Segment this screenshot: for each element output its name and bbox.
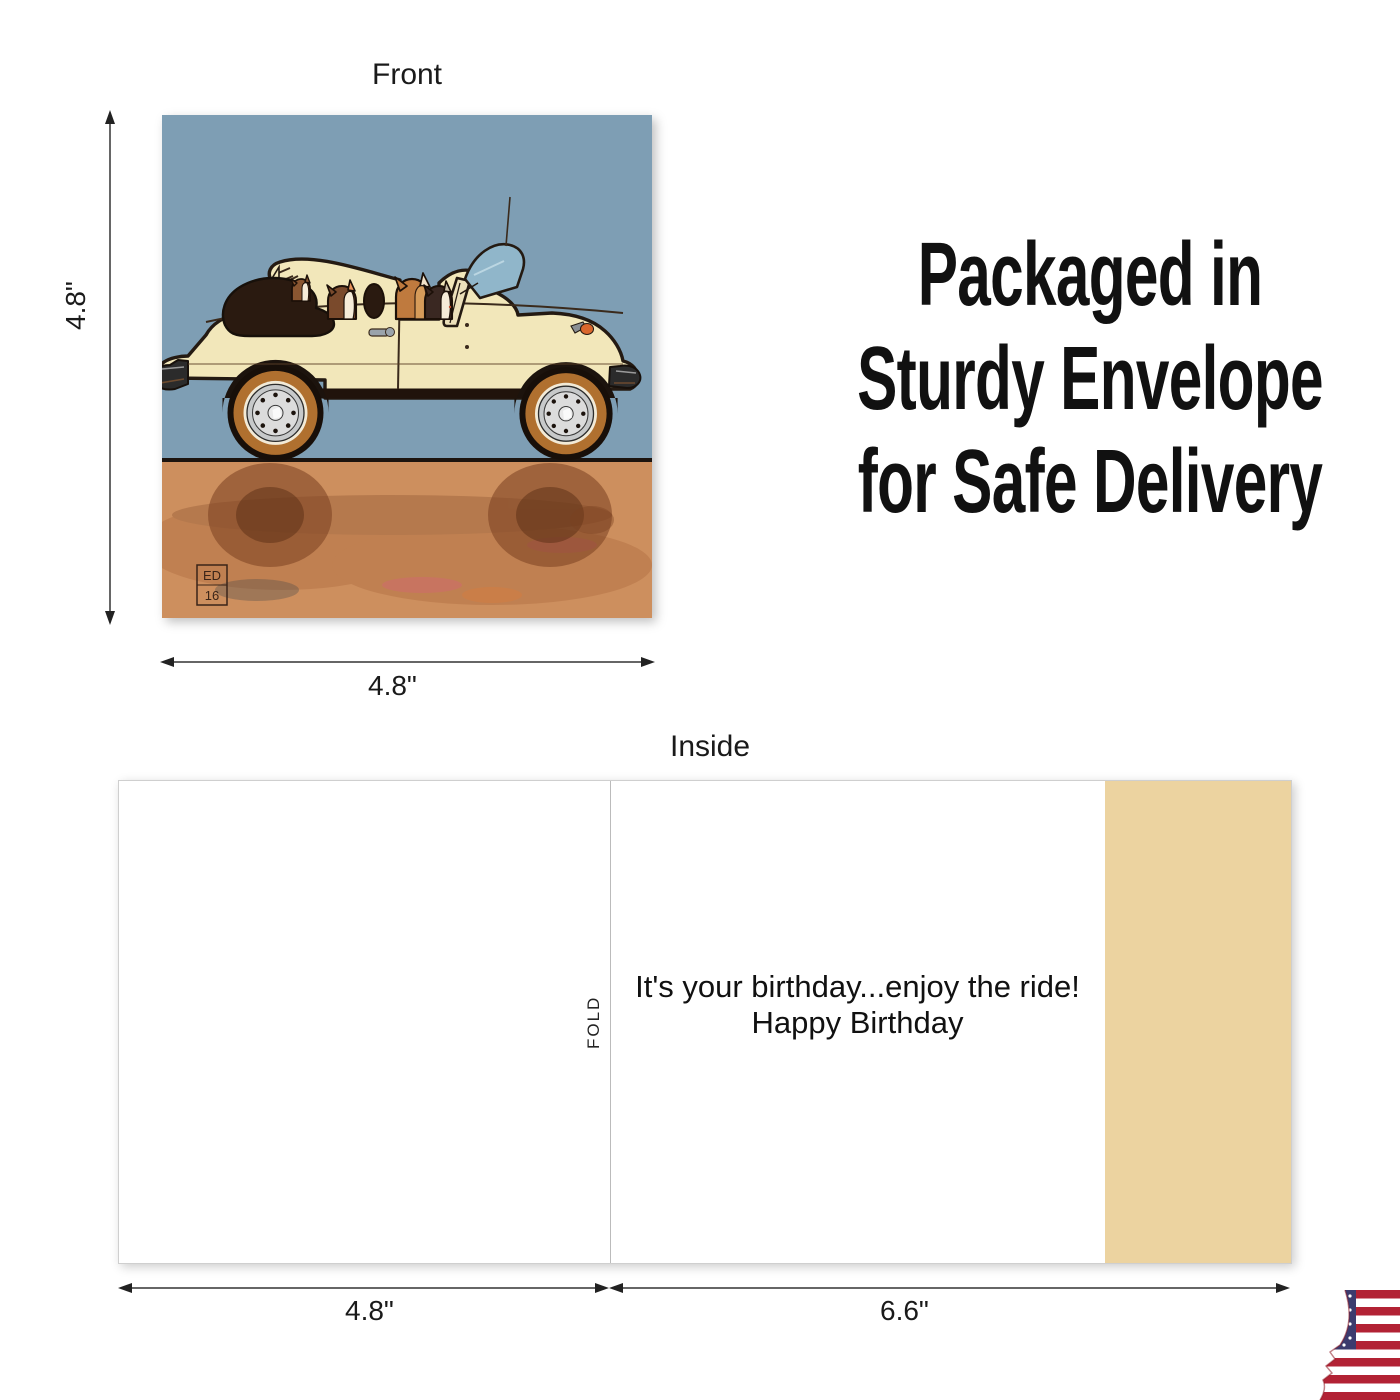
svg-text:ED: ED [203, 568, 221, 583]
svg-text:16: 16 [205, 588, 219, 603]
